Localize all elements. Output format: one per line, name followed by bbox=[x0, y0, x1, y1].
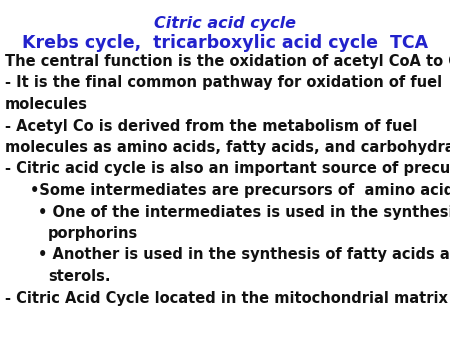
Text: porphorins: porphorins bbox=[48, 226, 138, 241]
Text: • One of the intermediates is used in the synthesis of: • One of the intermediates is used in th… bbox=[38, 204, 450, 219]
Text: •Some intermediates are precursors of  amino acid: •Some intermediates are precursors of am… bbox=[30, 183, 450, 198]
Text: - Citric acid cycle is also an important source of precursors: - Citric acid cycle is also an important… bbox=[5, 162, 450, 176]
Text: The central function is the oxidation of acetyl CoA to CO2: The central function is the oxidation of… bbox=[5, 54, 450, 69]
Text: molecules: molecules bbox=[5, 97, 88, 112]
Text: Citric acid cycle: Citric acid cycle bbox=[154, 16, 296, 31]
Text: molecules as amino acids, fatty acids, and carbohydrates.: molecules as amino acids, fatty acids, a… bbox=[5, 140, 450, 155]
Text: - It is the final common pathway for oxidation of fuel: - It is the final common pathway for oxi… bbox=[5, 75, 442, 91]
Text: sterols.: sterols. bbox=[48, 269, 111, 284]
Text: Krebs cycle,  tricarboxylic acid cycle  TCA: Krebs cycle, tricarboxylic acid cycle TC… bbox=[22, 34, 428, 52]
Text: • Another is used in the synthesis of fatty acids and: • Another is used in the synthesis of fa… bbox=[38, 247, 450, 263]
Text: - Acetyl Co is derived from the metabolism of fuel: - Acetyl Co is derived from the metaboli… bbox=[5, 119, 418, 134]
Text: - Citric Acid Cycle located in the mitochondrial matrix: - Citric Acid Cycle located in the mitoc… bbox=[5, 290, 448, 306]
